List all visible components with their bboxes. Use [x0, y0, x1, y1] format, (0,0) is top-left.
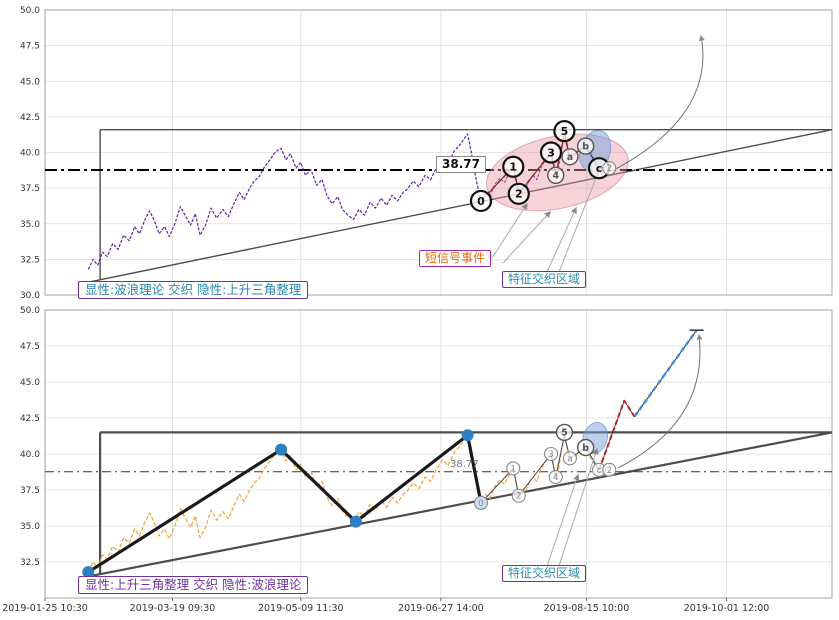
price-level-label-bottom: 38.77: [450, 459, 479, 470]
panel-caption-bottom: 显性:上升三角整理 交织 隐性:波浪理论: [78, 576, 309, 594]
y-tick-label: 42.5: [20, 113, 40, 123]
wave-label-circle: [511, 488, 526, 503]
y-tick-label: 40.0: [20, 450, 40, 460]
wave-label-circle: [543, 446, 559, 462]
wave-label-text: b: [582, 443, 589, 454]
wave-label-circle: [548, 469, 563, 485]
wave-label-circle: [547, 166, 565, 185]
wave-label-circle: [602, 462, 617, 477]
wave-label-circle: [506, 461, 521, 476]
wave-label-circle: [576, 137, 595, 155]
y-tick-label: 40.0: [20, 149, 40, 159]
wave-label-text: 2: [515, 188, 523, 201]
x-tick-label: 2019-08-15 10:00: [543, 603, 630, 614]
wave-label-text: b: [582, 141, 589, 152]
y-tick-label: 42.5: [20, 414, 40, 424]
y-tick-label: 30.0: [20, 291, 40, 301]
wave-label-text: c: [596, 162, 603, 175]
wave-label-text: 5: [561, 125, 569, 138]
feature-interweave-region-annotation-top: 特征交织区域: [502, 271, 587, 288]
wave-label-text: a: [567, 152, 573, 163]
short-signal-event-annotation: 短信号事件: [419, 250, 492, 267]
wave-label-text: 0: [477, 195, 485, 208]
wave-label-circle: [539, 141, 563, 164]
x-tick-label: 2019-03-19 09:30: [129, 603, 216, 614]
wave-label-text: c: [597, 466, 602, 476]
panel-caption-top: 显性:波浪理论 交织 隐性:上升三角整理: [78, 281, 309, 299]
x-tick-label: 2019-10-01 12:00: [683, 603, 770, 614]
wave-label-text: a: [567, 454, 572, 464]
wave-label-circle: [473, 495, 489, 511]
y-tick-label: 47.5: [20, 42, 40, 52]
feature-interweave-region-annotation-bottom: 特征交织区域: [502, 565, 587, 582]
wave-label-text: 2: [607, 466, 612, 476]
y-tick-label: 32.5: [20, 558, 40, 568]
y-tick-label: 50.0: [20, 6, 40, 16]
wave-label-circle: [502, 155, 525, 178]
wave-label-circle: [553, 120, 576, 143]
price-level-label-top: 38.77: [436, 156, 486, 173]
wave-label-text: 2: [516, 492, 521, 502]
y-tick-label: 45.0: [20, 378, 40, 388]
x-tick-label: 2019-01-25 10:30: [2, 603, 88, 614]
y-tick-label: 37.5: [20, 184, 40, 194]
y-tick-label: 35.0: [20, 220, 40, 230]
wave-label-text: 4: [553, 473, 558, 483]
y-tick-label: 47.5: [20, 342, 40, 352]
x-tick-label: 2019-06-27 14:00: [398, 603, 484, 614]
wave-label-circle: [507, 182, 530, 205]
wave-label-circle: [469, 189, 493, 213]
wave-label-circle: [562, 451, 577, 466]
wave-label-circle: [561, 148, 579, 166]
wave-label-text: 5: [561, 428, 568, 439]
wave-label-text: 2: [607, 164, 612, 174]
x-tick-label: 2019-05-09 11:30: [257, 603, 344, 614]
wave-label-text: 3: [547, 146, 555, 159]
y-tick-label: 35.0: [20, 522, 40, 532]
wave-label-circle: [602, 161, 617, 176]
wave-label-text: 0: [478, 499, 483, 509]
wave-label-circle: [576, 438, 595, 457]
wave-label-text: 4: [552, 171, 559, 182]
wave-label-text: 1: [511, 464, 516, 474]
wave-label-text: 1: [509, 161, 517, 174]
wave-label-text: 3: [548, 450, 553, 460]
y-tick-label: 45.0: [20, 77, 40, 87]
wave-label-circle: [555, 423, 574, 442]
y-tick-label: 37.5: [20, 486, 40, 496]
y-tick-label: 32.5: [20, 255, 40, 265]
y-tick-label: 50.0: [20, 306, 40, 316]
